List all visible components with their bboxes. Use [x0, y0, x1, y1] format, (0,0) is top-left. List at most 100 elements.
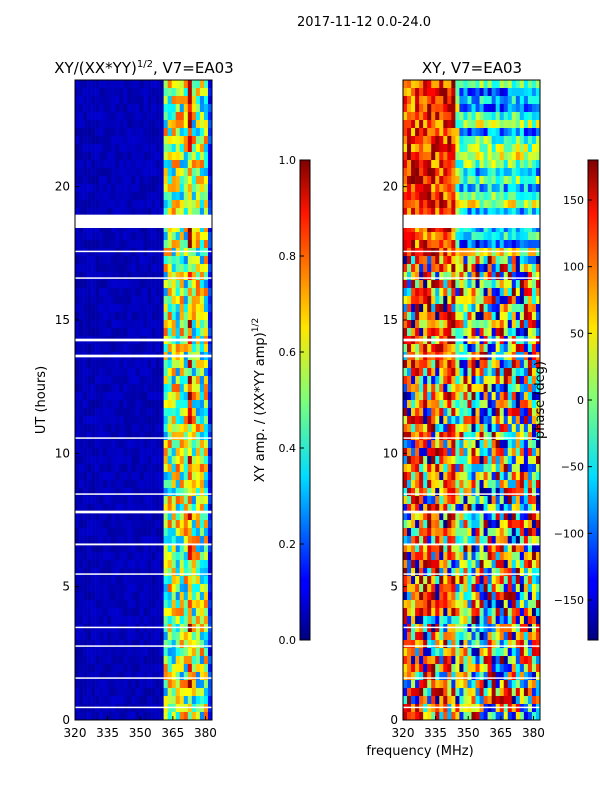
heatmap-cell [199, 552, 205, 561]
heatmap-cell [483, 224, 488, 233]
heatmap-cell [495, 280, 501, 289]
heatmap-cell [183, 272, 189, 281]
heatmap-cell [507, 96, 513, 105]
heatmap-cell [483, 424, 488, 433]
heatmap-cell [135, 560, 140, 569]
heatmap-cell [159, 592, 164, 601]
heatmap-cell [471, 488, 476, 497]
heatmap-cell [91, 680, 96, 689]
heatmap-cell [95, 616, 100, 625]
heatmap-cell [519, 360, 525, 369]
heatmap-cell [503, 488, 509, 497]
heatmap-cell [99, 200, 104, 209]
heatmap-cell [515, 224, 521, 233]
heatmap-cell [147, 384, 152, 393]
heatmap-cell [435, 360, 440, 369]
heatmap-cell [463, 448, 468, 457]
heatmap-cell [443, 192, 448, 201]
heatmap-cell [203, 136, 209, 145]
heatmap-cell [91, 568, 96, 577]
heatmap-cell [191, 512, 197, 521]
heatmap-cell [511, 88, 517, 97]
heatmap-cell [83, 568, 88, 577]
heatmap-cell [479, 192, 484, 201]
heatmap-cell [83, 328, 88, 337]
heatmap-cell [423, 280, 428, 289]
heatmap-cell [119, 584, 124, 593]
heatmap-cell [507, 112, 513, 121]
heatmap-cell [423, 80, 428, 89]
heatmap-cell [95, 128, 100, 137]
heatmap-cell [459, 328, 464, 337]
heatmap-cell [147, 600, 152, 609]
heatmap-cell [475, 416, 480, 425]
heatmap-cell [427, 536, 432, 545]
heatmap-cell [483, 328, 488, 337]
heatmap-cell [435, 584, 440, 593]
heatmap-cell [119, 536, 124, 545]
heatmap-cell [111, 440, 116, 449]
heatmap-cell [75, 560, 80, 569]
heatmap-cell [463, 80, 468, 89]
heatmap-cell [459, 184, 464, 193]
heatmap-cell [447, 264, 452, 273]
heatmap-cell [99, 152, 104, 161]
heatmap-cell [91, 424, 96, 433]
heatmap-cell [431, 488, 436, 497]
heatmap-cell [83, 200, 88, 209]
heatmap-cell [107, 528, 112, 537]
heatmap-cell [447, 200, 452, 209]
heatmap-cell [143, 80, 148, 89]
heatmap-cell [135, 184, 140, 193]
heatmap-cell [491, 584, 496, 593]
heatmap-cell [127, 672, 132, 681]
heatmap-cell [175, 432, 181, 441]
heatmap-cell [139, 344, 144, 353]
heatmap-cell [443, 200, 448, 209]
heatmap-cell [403, 368, 408, 377]
heatmap-cell [207, 384, 213, 393]
heatmap-cell [535, 160, 541, 169]
heatmap-cell [499, 480, 505, 489]
heatmap-cell [463, 384, 468, 393]
heatmap-cell [471, 256, 476, 265]
heatmap-cell [531, 480, 537, 489]
heatmap-cell [167, 392, 173, 401]
heatmap-cell [147, 320, 152, 329]
heatmap-cell [83, 224, 88, 233]
heatmap-cell [507, 512, 513, 521]
heatmap-cell [199, 400, 205, 409]
heatmap-cell [163, 576, 168, 585]
heatmap-cell [483, 176, 488, 185]
heatmap-cell [503, 496, 509, 505]
heatmap-cell [191, 648, 197, 657]
heatmap-cell [195, 224, 201, 233]
heatmap-cell [99, 144, 104, 153]
heatmap-cell [111, 528, 116, 537]
heatmap-cell [103, 328, 108, 337]
heatmap-cell [435, 416, 440, 425]
heatmap-cell [79, 224, 84, 233]
heatmap-cell [463, 504, 468, 513]
heatmap-cell [207, 144, 213, 153]
heatmap-cell [523, 584, 529, 593]
heatmap-cell [495, 200, 501, 209]
heatmap-cell [507, 152, 513, 161]
heatmap-cell [147, 472, 152, 481]
heatmap-cell [451, 496, 456, 505]
heatmap-cell [131, 488, 136, 497]
heatmap-cell [495, 528, 501, 537]
heatmap-cell [155, 456, 160, 465]
heatmap-cell [443, 472, 448, 481]
heatmap-cell [135, 568, 140, 577]
heatmap-cell [127, 712, 132, 721]
heatmap-cell [475, 344, 480, 353]
heatmap-cell [475, 536, 480, 545]
heatmap-cell [167, 688, 173, 697]
heatmap-cell [483, 88, 488, 97]
heatmap-cell [95, 272, 100, 281]
heatmap-cell [131, 96, 136, 105]
heatmap-cell [467, 296, 472, 305]
heatmap-cell [419, 152, 424, 161]
heatmap-cell [99, 696, 104, 705]
